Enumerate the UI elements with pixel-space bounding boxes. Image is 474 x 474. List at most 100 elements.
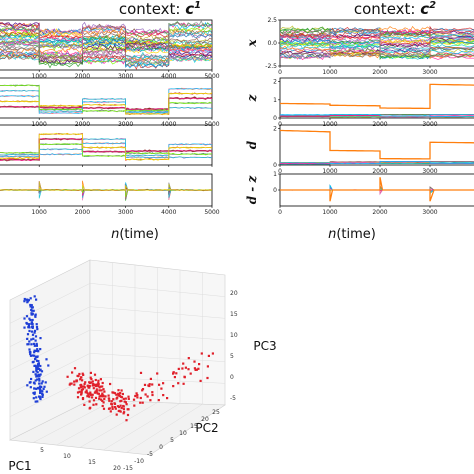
pca-point-blue (36, 355, 39, 358)
pca-point-blue (31, 361, 34, 364)
chart2-ytick-label: 0 (273, 162, 277, 169)
chart1-series-line (0, 92, 212, 115)
pca-point-blue (23, 317, 26, 320)
pca-point-red (211, 352, 214, 355)
chart1-panel-dz-series (0, 180, 212, 201)
pca-point-red (143, 383, 147, 386)
chart2-panel-x-series (280, 25, 474, 61)
chart1-xtick-label: 2000 (75, 209, 90, 216)
pca-point-blue (38, 379, 41, 382)
pca-point-red (122, 408, 125, 411)
chart2-series-line (280, 186, 474, 196)
pca-point-red (173, 376, 176, 379)
pca-point-blue (32, 342, 35, 345)
chart1-series-line (0, 97, 212, 111)
pca-point-red (84, 391, 87, 394)
pca-point-blue (36, 328, 39, 331)
pca-point-red (81, 388, 85, 391)
pca-point-red (104, 395, 107, 398)
chart1-series-line (0, 28, 212, 50)
chart2-ylabel-z: z (245, 93, 259, 102)
pca-point-blue (31, 322, 34, 326)
chart1-series-line (0, 184, 212, 201)
pca-point-blue (34, 314, 37, 317)
pca-point-red (101, 381, 104, 385)
pca-point-red (95, 388, 98, 391)
pca-point-red (101, 404, 104, 408)
pca-point-red (110, 402, 113, 405)
pca-point-blue (31, 318, 34, 322)
chart1-series-line (0, 137, 212, 162)
pca-point-red (148, 384, 151, 388)
pca-point-red (115, 413, 118, 416)
pca-point-red (194, 368, 197, 371)
chart1-series-line (0, 137, 212, 162)
pca-point-red (146, 395, 149, 398)
pca-point-red (92, 387, 95, 390)
pca-point-red (88, 407, 91, 410)
pca-point-red (94, 384, 98, 387)
pca-point-blue (35, 359, 39, 362)
pca-point-red (172, 372, 175, 375)
pca-point-blue (30, 304, 33, 307)
chart1-xtick-label: 5000 (204, 73, 219, 80)
pca-point-blue (27, 324, 30, 327)
pca-point-red (108, 407, 111, 410)
pca-point-red (91, 384, 94, 387)
pca-point-blue (37, 360, 40, 363)
pca-point-red (101, 399, 104, 402)
chart2-ytick-label: 2 (273, 79, 277, 86)
pca-point-red (127, 395, 130, 398)
pca-point-red (88, 392, 92, 395)
chart2-series-line (280, 114, 474, 118)
chart1-xtick-label: 2000 (75, 121, 90, 128)
chart1-series-line (0, 137, 212, 159)
chart1-series-line (0, 189, 212, 199)
chart2-ytick-label: 2 (273, 126, 277, 133)
pca-point-blue (33, 344, 36, 347)
pca-point-red (123, 411, 126, 414)
pca-3d-scatter: 20151050-5-15-10-505101520255101520PC1PC… (8, 259, 277, 473)
pca-point-blue (41, 393, 44, 396)
pca-point-red (193, 360, 196, 363)
pca-point-blue (27, 326, 30, 329)
pca-point-blue (37, 350, 40, 353)
pca-point-blue (35, 396, 38, 399)
pca-point-red (123, 400, 126, 403)
chart1-xtick-label: 1000 (32, 121, 47, 128)
pca-point-red (73, 367, 77, 370)
chart2-series-line (280, 184, 474, 193)
pca-point-blue (34, 315, 37, 318)
pca-point-red (121, 392, 124, 396)
pca-point-blue (41, 395, 44, 398)
chart1-series-line (0, 28, 212, 63)
pca-pc2-label: PC2 (195, 421, 218, 435)
pca-point-blue (27, 323, 30, 326)
pca-point-red (89, 376, 92, 379)
pca-grid-line (9, 376, 91, 417)
pca-grid-line (89, 376, 226, 384)
chart1-series-line (0, 84, 212, 113)
pca-point-blue (35, 298, 38, 301)
pca-point-blue (30, 338, 33, 341)
chart1-panel-d-frame (0, 124, 213, 166)
chart1-xtick-label: 1000 (32, 73, 47, 80)
pca-point-blue (31, 354, 34, 357)
pca-point-red (157, 399, 160, 402)
pca-point-red (110, 400, 113, 403)
pca-pc3-tick-label: -5 (230, 395, 236, 402)
pca-point-blue (45, 390, 48, 393)
chart2-ylabel-d: d (245, 140, 259, 149)
pca-point-blue (25, 322, 29, 325)
pca-point-blue (35, 349, 38, 352)
chart1-series-line (0, 181, 212, 201)
pca-point-red (100, 389, 103, 392)
pca-point-blue (33, 351, 36, 354)
pca-point-red (91, 396, 94, 399)
pca-point-red (100, 398, 103, 401)
pca-point-blue (23, 297, 26, 301)
pca-point-blue (23, 300, 26, 303)
pca-point-red (83, 382, 86, 386)
chart1-series-line (0, 138, 212, 161)
pca-point-red (187, 368, 190, 371)
